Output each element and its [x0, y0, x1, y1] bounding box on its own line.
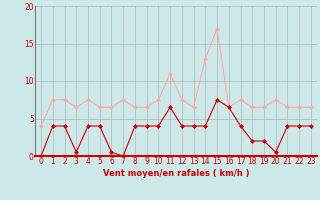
- X-axis label: Vent moyen/en rafales ( km/h ): Vent moyen/en rafales ( km/h ): [103, 169, 249, 178]
